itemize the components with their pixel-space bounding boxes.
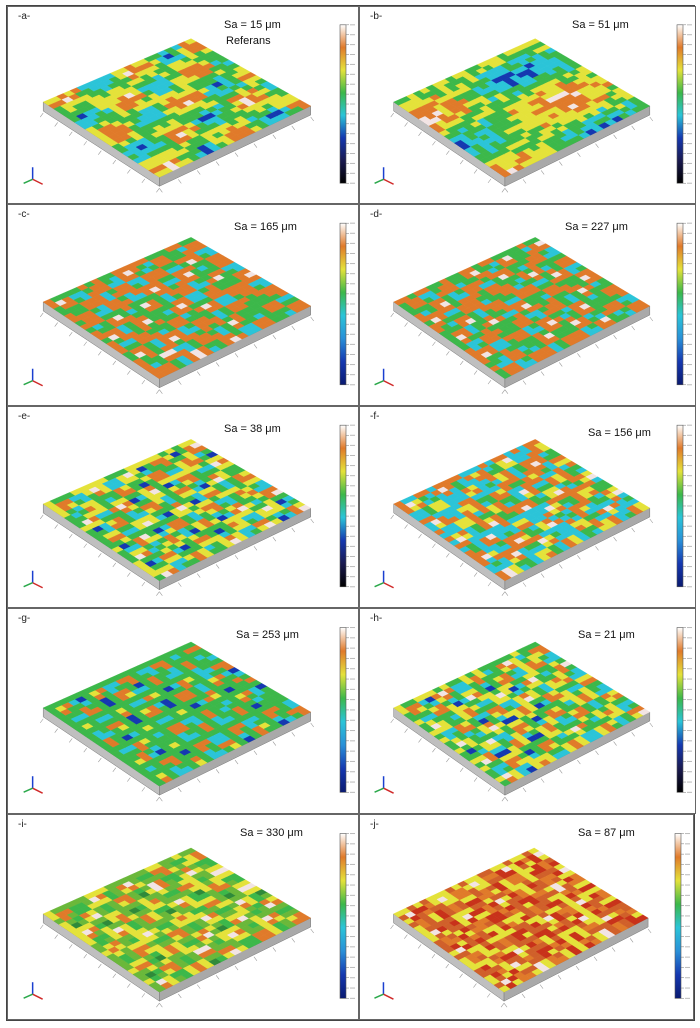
sa-value: Sa = 227 μm bbox=[565, 221, 628, 233]
panel-label: -e- bbox=[18, 411, 31, 422]
axis-triad-icon bbox=[23, 776, 43, 794]
axis-ticks bbox=[390, 718, 654, 802]
axis-triad-icon bbox=[374, 776, 394, 794]
panel-label: -b- bbox=[370, 11, 383, 22]
axis-triad-icon bbox=[23, 167, 43, 185]
surface-top bbox=[393, 237, 651, 379]
surface-plot bbox=[23, 424, 355, 596]
sa-value: Sa = 156 μm bbox=[588, 427, 651, 439]
color-scale-ticks bbox=[346, 424, 355, 588]
sa-value: Sa = 330 μm bbox=[240, 827, 303, 839]
sa-value: Sa = 38 μm bbox=[224, 423, 281, 435]
panel-e: -e- Sa = 38 μm bbox=[7, 406, 359, 608]
axis-triad-icon bbox=[23, 982, 43, 1000]
axis-triad-icon bbox=[374, 167, 394, 185]
color-scale-bar bbox=[676, 627, 684, 793]
sa-value: Sa = 15 μm bbox=[224, 19, 281, 31]
surface-top bbox=[42, 847, 312, 993]
sa-value: Sa = 87 μm bbox=[578, 827, 635, 839]
color-scale-ticks bbox=[683, 627, 692, 793]
panel-label: -i- bbox=[18, 819, 27, 830]
axis-ticks bbox=[39, 312, 314, 394]
color-scale-bar bbox=[339, 627, 347, 793]
surface-top bbox=[393, 439, 651, 581]
surface-top bbox=[42, 237, 312, 379]
color-scale-bar bbox=[676, 424, 684, 588]
panel-d: -d- Sa = 227 μm bbox=[359, 204, 696, 406]
axis-ticks bbox=[390, 924, 652, 1008]
color-scale-bar bbox=[676, 24, 684, 184]
panel-label: -j- bbox=[370, 819, 379, 830]
color-scale-ticks bbox=[683, 24, 692, 184]
axis-ticks bbox=[39, 718, 314, 802]
panel-c: -c- Sa = 165 μm bbox=[7, 204, 359, 406]
color-scale-bar bbox=[339, 222, 347, 386]
surface-top bbox=[393, 847, 649, 993]
surface-plot bbox=[23, 833, 355, 1008]
panel-g: -g- Sa = 253 μm bbox=[7, 608, 359, 814]
color-scale-bar bbox=[676, 222, 684, 386]
color-scale-ticks bbox=[346, 222, 355, 386]
axis-triad-icon bbox=[23, 570, 43, 589]
color-scale-bar bbox=[674, 833, 682, 999]
color-scale-ticks bbox=[683, 424, 692, 588]
axis-triad-icon bbox=[23, 368, 43, 387]
surface-plot bbox=[374, 627, 692, 802]
axis-triad-icon bbox=[374, 570, 394, 589]
surface-top bbox=[42, 439, 312, 581]
color-scale-ticks bbox=[681, 833, 690, 999]
panel-a: -a- Sa = 15 μm Referans bbox=[7, 6, 359, 204]
axis-triad-icon bbox=[374, 982, 394, 1000]
panel-b: -b- Sa = 51 μm bbox=[359, 6, 696, 204]
surface-plot bbox=[23, 627, 355, 802]
axis-ticks bbox=[390, 112, 654, 193]
sa-value: Sa = 51 μm bbox=[572, 19, 629, 31]
axis-ticks bbox=[39, 924, 314, 1008]
panel-h: -h- Sa = 21 μm bbox=[359, 608, 696, 814]
color-scale-bar bbox=[339, 424, 347, 588]
surface-top bbox=[42, 38, 312, 178]
reference-note: Referans bbox=[226, 35, 271, 47]
surface-plot bbox=[374, 222, 692, 394]
axis-triad-icon bbox=[374, 368, 394, 387]
sa-value: Sa = 253 μm bbox=[236, 629, 299, 641]
color-scale-bar bbox=[339, 833, 347, 999]
axis-ticks bbox=[390, 514, 654, 596]
panel-f: -f- Sa = 156 μm bbox=[359, 406, 696, 608]
panel-label: -f- bbox=[370, 411, 380, 422]
color-scale-ticks bbox=[346, 24, 355, 184]
panel-label: -g- bbox=[18, 613, 31, 624]
sa-value: Sa = 21 μm bbox=[578, 629, 635, 641]
figure-grid: -a- Sa = 15 μm Referans -b- Sa = 51 μm -… bbox=[6, 5, 696, 1021]
panel-label: -a- bbox=[18, 11, 31, 22]
surface-plot bbox=[23, 222, 355, 394]
panel-label: -h- bbox=[370, 613, 383, 624]
color-scale-ticks bbox=[683, 222, 692, 386]
surface-plot bbox=[374, 424, 692, 596]
color-scale-bar bbox=[339, 24, 347, 184]
color-scale-ticks bbox=[346, 627, 355, 793]
axis-ticks bbox=[390, 312, 654, 394]
surface-top bbox=[42, 641, 312, 787]
surface-plot bbox=[23, 24, 355, 193]
surface-plot bbox=[374, 24, 692, 193]
panel-j: -j- Sa = 87 μm bbox=[359, 814, 694, 1020]
surface-top bbox=[393, 38, 651, 178]
panel-i: -i- Sa = 330 μm bbox=[7, 814, 359, 1020]
surface-top bbox=[393, 641, 651, 787]
surface-plot bbox=[374, 833, 690, 1008]
axis-ticks bbox=[39, 514, 314, 596]
panel-label: -d- bbox=[370, 209, 383, 220]
color-scale-ticks bbox=[346, 833, 355, 999]
panel-label: -c- bbox=[18, 209, 30, 220]
sa-value: Sa = 165 μm bbox=[234, 221, 297, 233]
axis-ticks bbox=[39, 112, 314, 193]
